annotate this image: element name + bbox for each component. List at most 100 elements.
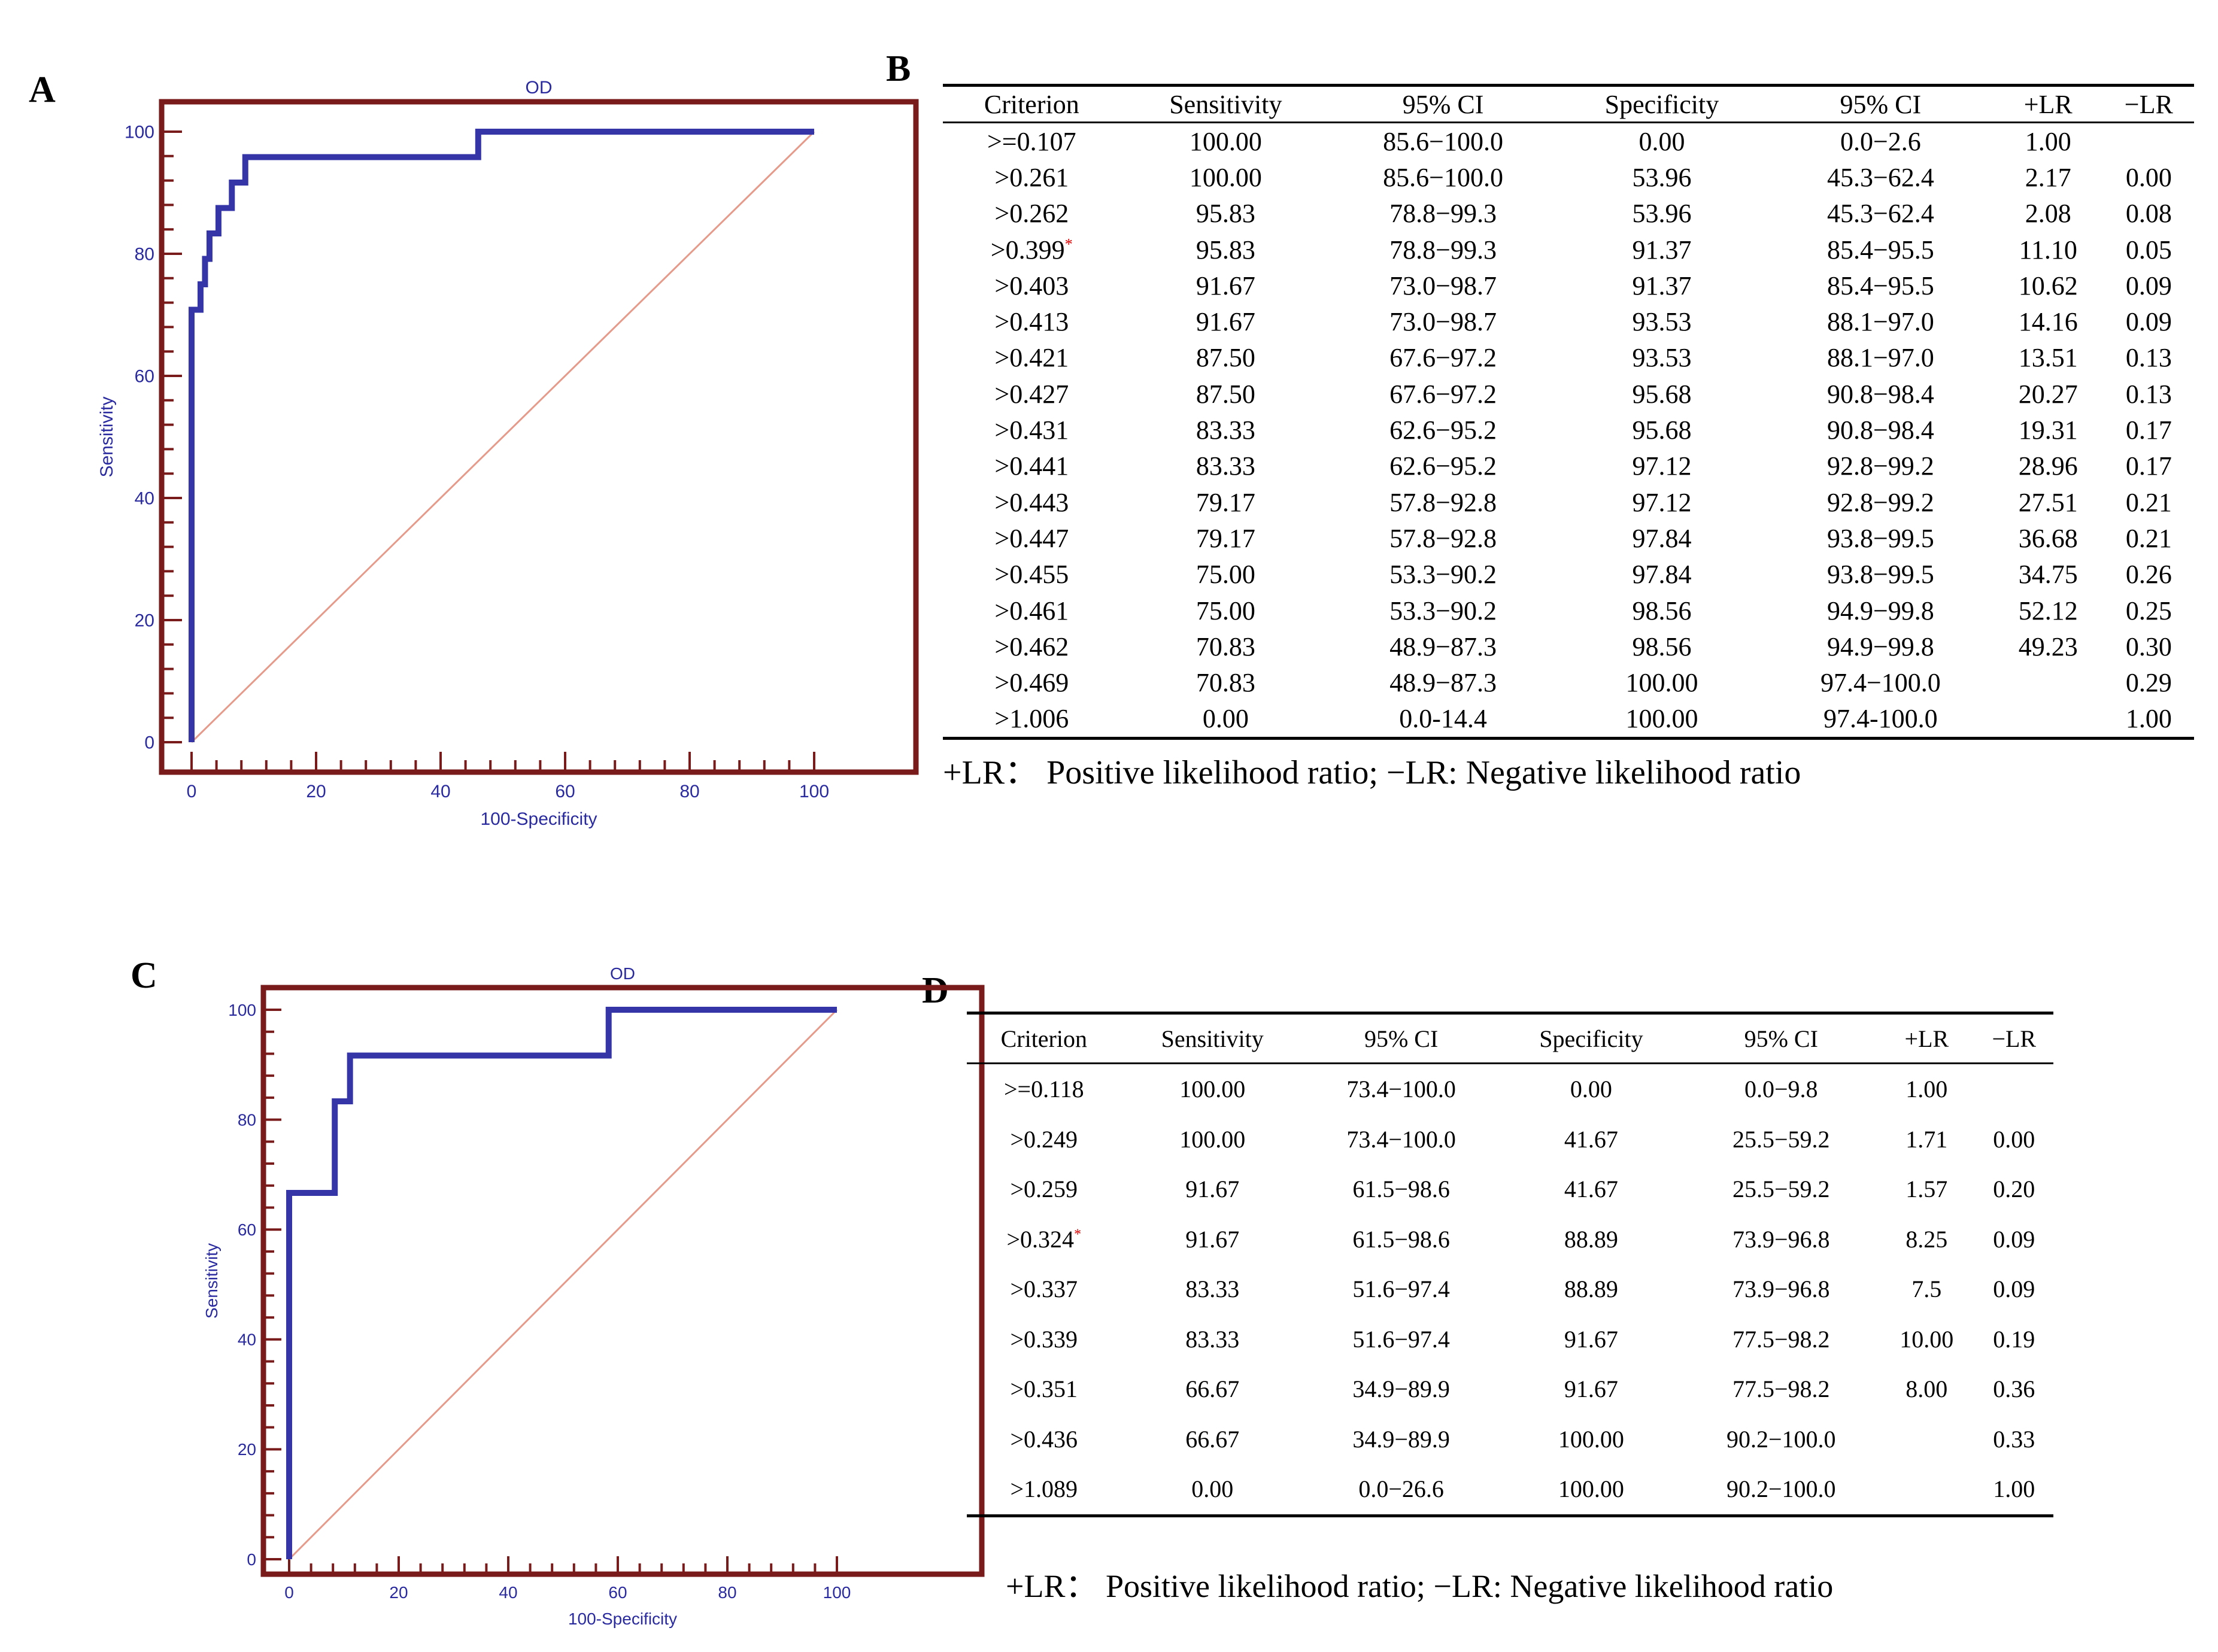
table-cell: >0.259 — [1010, 1176, 1078, 1203]
x-tick-label: 100 — [823, 1583, 851, 1602]
table-row: >0.447 79.17 57.8−92.8 97.84 93.8−99.5 36.68 0… — [943, 520, 2194, 556]
table-cell: 100.00 — [1189, 126, 1262, 156]
footnote-d: +LR： Positive likelihood ratio; −LR: Neg… — [1006, 1568, 1834, 1604]
table-cell: 19.31 — [2018, 415, 2078, 445]
table-cell: 0.30 — [2125, 631, 2172, 661]
table-cell: >0.436 — [1010, 1425, 1078, 1453]
table-cell: 53.96 — [1632, 162, 1692, 192]
y-tick-label: 60 — [135, 367, 154, 387]
table-row: >=0.107 100.00 85.6−100.0 0.00 0.0−2.6 1.00 — [943, 123, 2194, 160]
table-cell: 90.2−100.0 — [1726, 1425, 1836, 1453]
panel-label-a: A — [29, 69, 56, 110]
table-cell: 45.3−62.4 — [1826, 199, 1934, 229]
x-tick-label: 40 — [499, 1583, 517, 1602]
table-row: >0.249 100.00 73.4−100.0 41.67 25.5−59.2 1.71… — [967, 1115, 2053, 1165]
y-tick-label: 0 — [144, 733, 154, 753]
col-header-sensitivity: Sensitivity — [1169, 89, 1282, 119]
table-cell: 10.62 — [2018, 271, 2078, 300]
table-cell: >0.261 — [994, 162, 1069, 192]
table-cell: 0.00 — [2125, 162, 2172, 192]
table-cell: 67.6−97.2 — [1389, 343, 1497, 373]
table-cell: 57.8−92.8 — [1389, 523, 1497, 553]
table-cell: 88.89 — [1564, 1276, 1618, 1303]
table-row: >0.262 95.83 78.8−99.3 53.96 45.3−62.4 2.08 0.… — [943, 196, 2194, 232]
table-cell: 0.09 — [1993, 1276, 2035, 1303]
plot-frame — [159, 99, 919, 775]
table-header-row: Criterion Sensitivity 95% CI Specificity… — [943, 86, 2194, 123]
table-cell: 98.56 — [1632, 631, 1692, 661]
table-cell: >=0.107 — [987, 126, 1076, 156]
table-cell: 0.00 — [1639, 126, 1685, 156]
table-cell: 73.9−96.8 — [1732, 1225, 1830, 1253]
table-cell: 66.67 — [1185, 1375, 1240, 1403]
table-row: >0.399* 95.83 78.8−99.3 91.37 85.4−95.5 11.10… — [943, 232, 2194, 268]
table-cell: 1.57 — [1906, 1176, 1948, 1203]
reference-line — [190, 130, 815, 743]
table-cell: 87.50 — [1196, 379, 1255, 409]
table-cell: 85.6−100.0 — [1383, 162, 1503, 192]
table-header-row: Criterion Sensitivity 95% CI Specificity… — [967, 1013, 2053, 1064]
table-cell — [2104, 123, 2194, 160]
table-cell: 85.4−95.5 — [1826, 271, 1934, 300]
table-cell: 0.19 — [1993, 1325, 2035, 1353]
optimal-cutoff-marker: * — [1064, 234, 1073, 253]
table-cell: 88.1−97.0 — [1826, 307, 1934, 337]
table-cell: 100.00 — [1179, 1076, 1246, 1103]
y-tick-label: 80 — [135, 245, 154, 265]
criterion-table-b: Criterion Sensitivity 95% CI Specificity… — [943, 84, 2194, 740]
table-cell: 34.9−89.9 — [1352, 1425, 1450, 1453]
table-cell: >0.324* — [1006, 1225, 1082, 1253]
table-cell: 83.33 — [1185, 1276, 1240, 1303]
table-cell: 97.4−100.0 — [1820, 668, 1941, 698]
table-cell: >0.441 — [994, 451, 1069, 481]
table-cell: 41.67 — [1564, 1176, 1618, 1203]
table-cell: 95.83 — [1196, 235, 1255, 265]
table-cell: 91.37 — [1632, 271, 1692, 300]
table-cell: 1.71 — [1906, 1125, 1948, 1153]
col-header-criterion: Criterion — [984, 89, 1079, 119]
table-cell: 91.67 — [1564, 1375, 1618, 1403]
table-cell: 83.33 — [1196, 451, 1255, 481]
table-cell: 95.68 — [1632, 415, 1692, 445]
table-cell: 85.6−100.0 — [1383, 126, 1503, 156]
table-cell: 0.13 — [2125, 379, 2172, 409]
table-cell: 91.67 — [1185, 1225, 1240, 1253]
table-row: >0.436 66.67 34.9−89.9 100.00 90.2−100.0 0.33 — [967, 1414, 2053, 1465]
table-cell: 91.67 — [1185, 1176, 1240, 1203]
table-cell: 53.96 — [1632, 199, 1692, 229]
table-cell: 75.00 — [1196, 596, 1255, 625]
table-cell: 0.33 — [1993, 1425, 2035, 1453]
table-row: >0.259 91.67 61.5−98.6 41.67 25.5−59.2 1.57 0.… — [967, 1164, 2053, 1214]
table-cell: 0.08 — [2125, 199, 2172, 229]
table-cell — [1879, 1414, 1975, 1465]
x-tick-label: 0 — [187, 782, 197, 801]
table-cell: 0.0−2.6 — [1840, 126, 1921, 156]
x-tick-label: 0 — [284, 1583, 294, 1602]
x-tick-label: 40 — [430, 782, 450, 801]
table-cell: 27.51 — [2018, 487, 2078, 517]
table-cell: 61.5−98.6 — [1352, 1225, 1450, 1253]
table-row: >0.261 100.00 85.6−100.0 53.96 45.3−62.4 2.17… — [943, 159, 2194, 195]
table-cell: 97.84 — [1632, 523, 1692, 553]
chart-title: OD — [610, 964, 635, 983]
y-tick-label: 80 — [238, 1110, 256, 1129]
table-cell: 90.2−100.0 — [1726, 1475, 1836, 1503]
table-cell: 90.8−98.4 — [1826, 415, 1934, 445]
table-cell: 41.67 — [1564, 1125, 1618, 1153]
table-cell: 1.00 — [2025, 126, 2071, 156]
table-cell: 0.0−9.8 — [1744, 1076, 1818, 1103]
panel-label-b: B — [886, 48, 911, 89]
col-header-spec-ci: 95% CI — [1744, 1025, 1818, 1052]
x-tick-label: 20 — [389, 1583, 408, 1602]
table-cell: 25.5−59.2 — [1732, 1176, 1830, 1203]
table-cell: 1.00 — [2125, 704, 2172, 734]
y-tick-label: 60 — [238, 1220, 256, 1239]
table-cell: 0.00 — [1570, 1076, 1612, 1103]
table-cell: 88.89 — [1564, 1225, 1618, 1253]
table-cell: 88.1−97.0 — [1826, 343, 1934, 373]
table-cell: >1.006 — [994, 704, 1069, 734]
table-cell: >0.421 — [994, 343, 1069, 373]
y-tick-label: 20 — [238, 1440, 256, 1459]
table-cell: 2.08 — [2025, 199, 2071, 229]
table-cell: 45.3−62.4 — [1826, 162, 1934, 192]
